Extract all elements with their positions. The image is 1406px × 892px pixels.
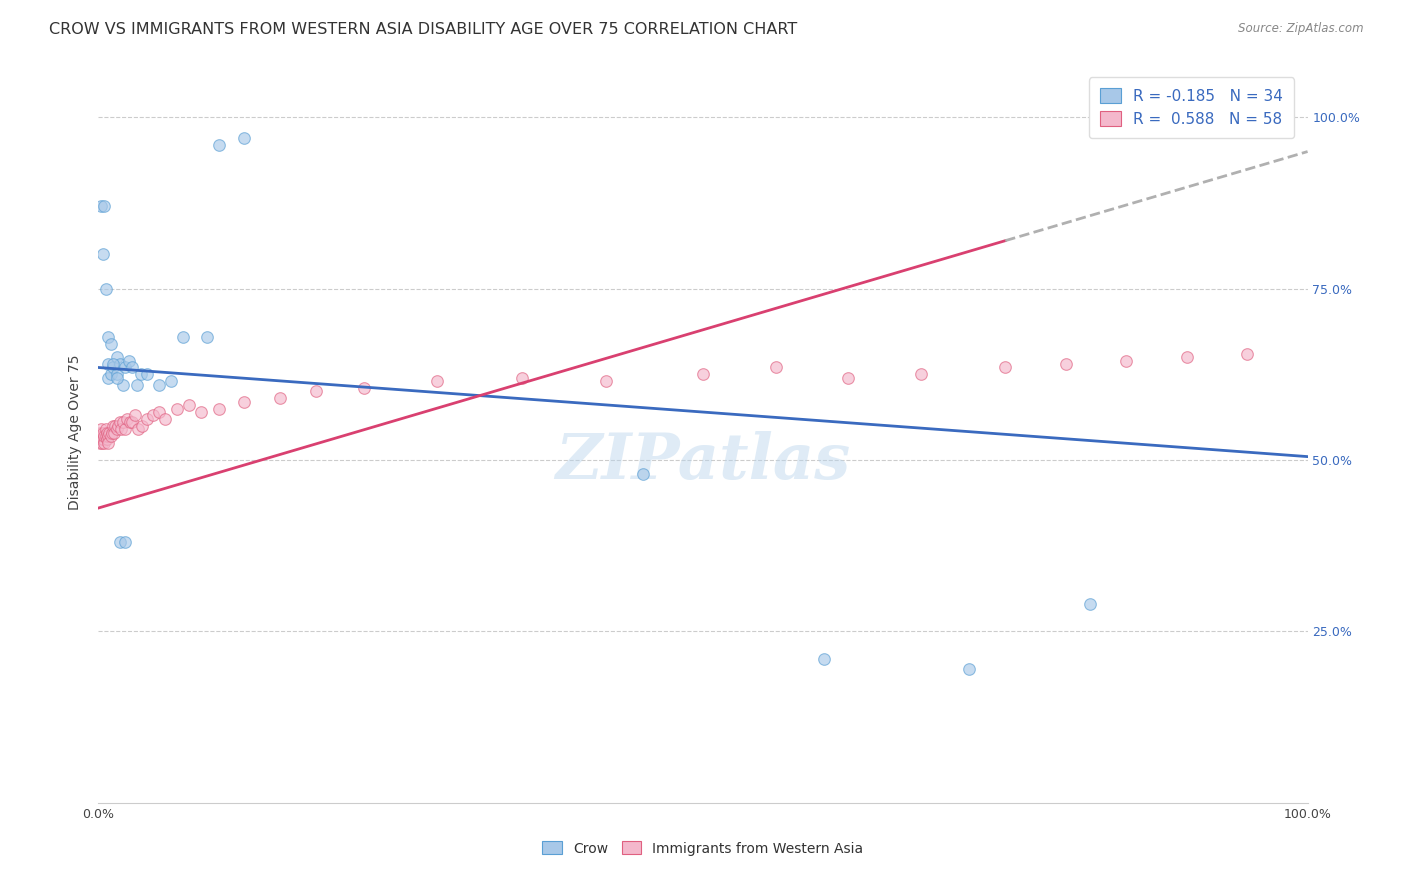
Point — [111, 377, 134, 392]
Point — [108, 357, 131, 371]
Point — [103, 425, 125, 440]
Point — [89, 436, 111, 450]
Point — [166, 401, 188, 416]
Point — [97, 329, 120, 343]
Point — [232, 394, 254, 409]
Point — [195, 329, 218, 343]
Point — [105, 350, 128, 364]
Point — [353, 381, 375, 395]
Text: Source: ZipAtlas.com: Source: ZipAtlas.com — [1239, 22, 1364, 36]
Text: ZIPatlas: ZIPatlas — [555, 432, 851, 493]
Point — [89, 425, 111, 440]
Point — [97, 371, 120, 385]
Point — [104, 418, 127, 433]
Point — [148, 377, 170, 392]
Point — [1115, 353, 1137, 368]
Point — [765, 360, 787, 375]
Text: CROW VS IMMIGRANTS FROM WESTERN ASIA DISABILITY AGE OVER 75 CORRELATION CHART: CROW VS IMMIGRANTS FROM WESTERN ASIA DIS… — [49, 22, 797, 37]
Point — [124, 409, 146, 423]
Point — [837, 371, 859, 385]
Point — [957, 662, 980, 676]
Point — [1236, 347, 1258, 361]
Point — [135, 412, 157, 426]
Point — [426, 374, 449, 388]
Point — [510, 371, 533, 385]
Point — [142, 409, 165, 423]
Point — [108, 415, 131, 429]
Point — [631, 467, 654, 481]
Point — [692, 368, 714, 382]
Point — [208, 401, 231, 416]
Point — [97, 357, 120, 371]
Point — [121, 415, 143, 429]
Point — [1054, 357, 1077, 371]
Point — [148, 405, 170, 419]
Point — [100, 336, 122, 351]
Point — [153, 412, 176, 426]
Point — [172, 329, 194, 343]
Point — [96, 433, 118, 447]
Point — [90, 433, 112, 447]
Point — [91, 433, 114, 447]
Point — [305, 384, 328, 399]
Legend: Crow, Immigrants from Western Asia: Crow, Immigrants from Western Asia — [536, 834, 870, 863]
Point — [101, 418, 124, 433]
Point — [1078, 597, 1101, 611]
Point — [232, 131, 254, 145]
Point — [91, 436, 114, 450]
Point — [91, 425, 114, 440]
Point — [91, 247, 114, 261]
Point — [111, 415, 134, 429]
Point — [94, 429, 117, 443]
Point — [110, 422, 132, 436]
Point — [107, 418, 129, 433]
Point — [269, 392, 291, 406]
Point — [105, 371, 128, 385]
Point — [105, 368, 128, 382]
Point — [118, 353, 141, 368]
Point — [118, 415, 141, 429]
Point — [96, 425, 118, 440]
Point — [97, 429, 120, 443]
Point — [127, 377, 149, 392]
Y-axis label: Disability Age Over 75: Disability Age Over 75 — [69, 355, 83, 510]
Point — [595, 374, 617, 388]
Point — [100, 368, 122, 382]
Point — [94, 422, 117, 436]
Point — [101, 357, 124, 371]
Point — [129, 368, 152, 382]
Point — [208, 137, 231, 152]
Point — [90, 422, 112, 436]
Point — [127, 422, 149, 436]
Point — [90, 199, 112, 213]
Point — [179, 398, 201, 412]
Point — [1175, 350, 1198, 364]
Point — [100, 425, 122, 440]
Point — [131, 418, 153, 433]
Point — [93, 436, 115, 450]
Point — [160, 374, 183, 388]
Point — [97, 436, 120, 450]
Point — [108, 535, 131, 549]
Point — [101, 360, 124, 375]
Point — [910, 368, 932, 382]
Point — [93, 429, 115, 443]
Point — [114, 360, 136, 375]
Point — [94, 282, 117, 296]
Point — [114, 422, 136, 436]
Point — [91, 429, 114, 443]
Point — [114, 535, 136, 549]
Point — [117, 412, 139, 426]
Point — [190, 405, 212, 419]
Point — [813, 652, 835, 666]
Point — [994, 360, 1017, 375]
Point — [121, 360, 143, 375]
Point — [100, 429, 122, 443]
Point — [135, 368, 157, 382]
Point — [93, 199, 115, 213]
Point — [98, 425, 121, 440]
Point — [105, 422, 128, 436]
